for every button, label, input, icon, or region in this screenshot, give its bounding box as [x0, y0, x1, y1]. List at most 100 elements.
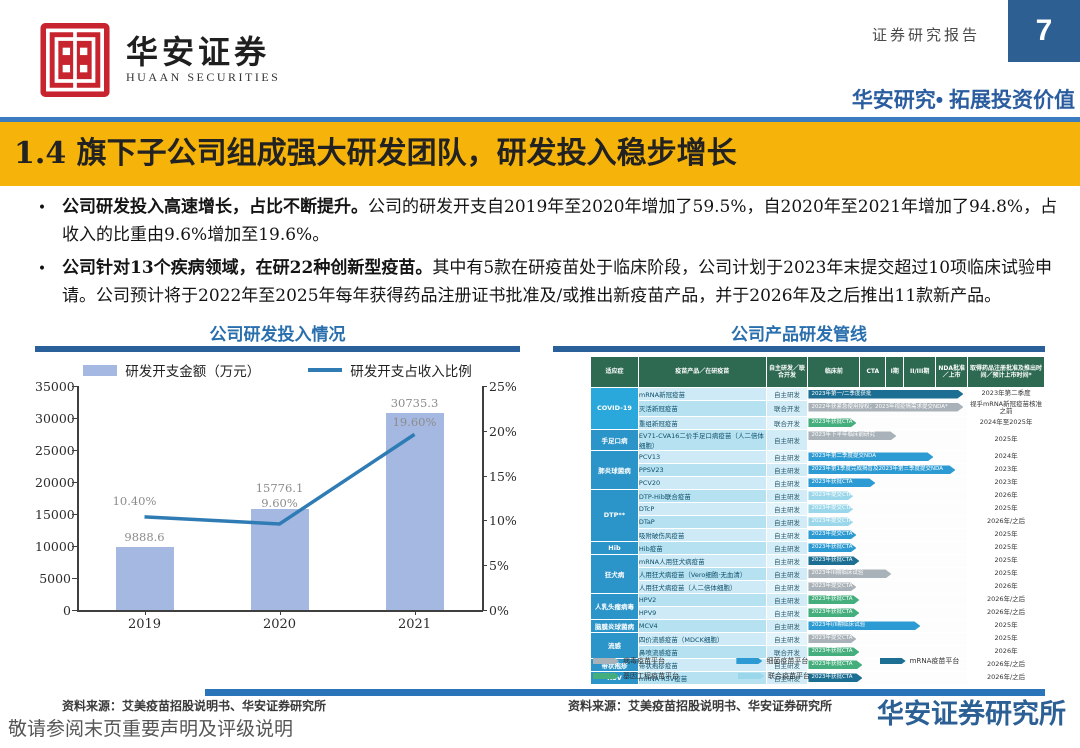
stage-progress-bar: 2023年获批CTA: [808, 647, 859, 656]
left-axis-tick: 20000: [35, 475, 75, 490]
disease-group-cell: 手足口病: [590, 428, 639, 451]
timing-cell: 2026年/之后: [967, 592, 1045, 607]
bar-value-label: 30735.3: [390, 396, 439, 411]
timing-cell: 2023年: [967, 475, 1045, 490]
bullet-1-lead: 公司研发投入高速增长，占比不断提升。: [62, 197, 368, 217]
disease-group-cell: 人乳头瘤病毒: [590, 592, 639, 620]
stage-progress-bar: 2023年第1季度完成揭盲及2023年第三季度提交NDA: [808, 465, 955, 474]
vaccine-product-cell: 四价流感疫苗（MDCK细胞）: [637, 631, 767, 646]
platform-legend: 病毒疫苗平台 细菌疫苗平台 mRNA疫苗平台 基因工程疫苗平台 联合疫苗平台: [593, 656, 1023, 686]
bar-2019: [115, 546, 174, 610]
stage-progress-bar: 2023年获批CTA: [808, 418, 856, 427]
vaccine-product-cell: EV71-CVA16二价手足口病疫苗（人二倍体细胞）: [637, 428, 767, 451]
stage-progress-bar: 2023年提交CTA: [808, 634, 856, 643]
bullet-dot: •: [37, 261, 47, 278]
line-series: [144, 432, 416, 526]
dev-mode-cell: 联合开发: [765, 400, 809, 417]
platform-swatch: [738, 673, 764, 679]
page-number-badge: 7: [1008, 0, 1080, 62]
timing-cell: 2026年/之后: [967, 605, 1045, 620]
right-figure-title: 公司产品研发管线: [731, 325, 867, 345]
logo-cn-text: 华安证券: [126, 32, 271, 71]
stage-progress-bar: 2023年获批CTA: [808, 595, 859, 604]
stage-progress-cell: 2023年提交CTA: [807, 514, 969, 529]
stage-progress-bar: 2023年I/II期临床试验: [808, 621, 920, 630]
right-tick-mark: [482, 565, 487, 567]
right-tick-mark: [482, 386, 487, 387]
pipeline-header-cell: 疫苗产品／在研疫苗: [637, 356, 767, 388]
stage-progress-cell: 2023年提交CTA: [807, 501, 969, 516]
disease-group-cell: 狂犬病: [590, 553, 639, 594]
pipeline-row: DTP** DTP-Hib联合疫苗 自主研发 2023年提交CTA 2026年: [590, 488, 1045, 542]
stage-progress-bar: 2023年获批CTA: [808, 478, 875, 487]
pipeline-figure: 适应症 疫苗产品／在研疫苗 自主研发／联合开发 临床前 CTA I期 II/III期 NDA批…: [553, 356, 1045, 685]
bar-value-label: 15776.1: [255, 481, 304, 496]
timing-cell: 2024年: [967, 449, 1045, 464]
stage-progress-cell: 2023年提交CTA: [807, 631, 969, 646]
timing-cell: 视乎mRNA新冠疫苗核准之前: [967, 400, 1045, 417]
line-value-label: 9.60%: [261, 496, 298, 511]
stage-progress-bar: 2023年获批CTA: [808, 556, 859, 565]
stage-progress-bar: 2023年获批CTA: [808, 673, 862, 682]
x-tick-mark: [144, 610, 146, 615]
stage-progress-cell: 2023年提交CTA: [807, 579, 969, 594]
timing-cell: 2026年: [967, 488, 1045, 503]
dev-mode-cell: 自主研发: [765, 475, 809, 490]
footer-disclaimer: 敬请参阅末页重要声明及评级说明: [8, 719, 294, 740]
x-category-label: 2020: [262, 617, 297, 632]
vaccine-product-cell: mRNA RSV疫苗: [637, 670, 767, 685]
pipeline-row: 吸附破伤风疫苗 自主研发 2023年提交CTA 2025年: [591, 527, 1045, 542]
stage-progress-cell: 2023年获批CTA: [807, 553, 969, 568]
stage-progress-bar: 2023年获批CTA: [808, 660, 862, 669]
dev-mode-cell: 自主研发: [765, 579, 809, 594]
platform-legend-item: 联合疫苗平台: [738, 671, 883, 681]
legend-item-bar: 研发开支金额（万元）: [83, 360, 260, 380]
pipeline-header-cell: 临床前: [807, 356, 861, 388]
bar-value-label: 9888.6: [124, 529, 165, 544]
left-figure-title: 公司研发投入情况: [209, 325, 346, 345]
dev-mode-cell: 自主研发: [765, 387, 809, 401]
timing-cell: 2025年: [967, 527, 1045, 542]
pipeline-header-cell: CTA: [859, 356, 887, 388]
dev-mode-cell: 自主研发: [765, 670, 809, 685]
stage-progress-bar: 2023年第一/二季度获批: [808, 390, 963, 399]
pipeline-row: Hib Hib疫苗 自主研发 2023年获批CTA 2025年: [590, 540, 1045, 555]
stage-progress-bar: 2023年III期临床试验: [808, 569, 891, 578]
vaccine-product-cell: DTcP: [637, 501, 767, 516]
timing-cell: 2025年: [967, 428, 1045, 451]
right-tick-mark: [482, 475, 487, 477]
left-axis-tick: 15000: [35, 507, 75, 522]
pipeline-row: 肺炎球菌病 PCV13 自主研发 2023年第二季度提交NDA 2024年: [590, 449, 1045, 490]
right-axis-tick: 5%: [489, 558, 509, 574]
dev-mode-cell: 联合开发: [765, 415, 809, 430]
timing-cell: 2025年: [967, 501, 1045, 516]
dev-mode-cell: 自主研发: [765, 462, 809, 477]
platform-label: 联合疫苗平台: [768, 672, 810, 680]
vaccine-product-cell: mRNA人用狂犬病疫苗: [637, 553, 767, 568]
platform-swatch: [593, 673, 619, 679]
vaccine-product-cell: DTaP: [637, 514, 767, 529]
timing-cell: 2023年第二季度: [967, 387, 1045, 401]
stage-progress-bar: 2023年提交CTA: [808, 491, 853, 500]
stage-progress-bar: 2023年下半年临床前研究: [808, 431, 896, 440]
pipeline-row: HPV9 自主研发 2023年获批CTA 2026年/之后: [591, 605, 1045, 620]
banner-top-strip: [0, 117, 1080, 122]
line-series-swatch: [308, 368, 343, 372]
platform-swatch: [736, 658, 762, 664]
vaccine-product-cell: PPSV23: [637, 462, 767, 477]
timing-cell: 2025年: [967, 618, 1045, 633]
left-axis-tick: 30000: [35, 411, 75, 426]
bullet-2: • 公司针对13个疾病领域，在研22种创新型疫苗。其中有5款在研疫苗处于临床阶段…: [22, 255, 1062, 310]
pipeline-row: 人乳头瘤病毒 HPV2 自主研发 2023年获批CTA 2026年/之后: [590, 592, 1045, 620]
stage-progress-cell: 2023年下半年临床前研究: [807, 428, 969, 451]
timing-cell: 2026年/之后: [967, 670, 1045, 685]
platform-legend-item: 细菌疫苗平台: [736, 656, 879, 666]
left-tick-mark: [72, 578, 77, 579]
dev-mode-cell: 自主研发: [765, 501, 809, 516]
summary-bullets: • 公司研发投入高速增长，占比不断提升。公司的研发开支自2019年至2020年增…: [22, 194, 1062, 316]
pipeline-row: DTcP 自主研发 2023年提交CTA 2025年: [591, 501, 1045, 516]
logo-en-text: HUAAN SECURITIES: [126, 70, 281, 85]
right-title-underline: [553, 346, 1045, 352]
stage-progress-bar: 2023年获批CTA: [808, 608, 859, 617]
line-series-label: 研发开支占收入比例: [350, 364, 472, 380]
